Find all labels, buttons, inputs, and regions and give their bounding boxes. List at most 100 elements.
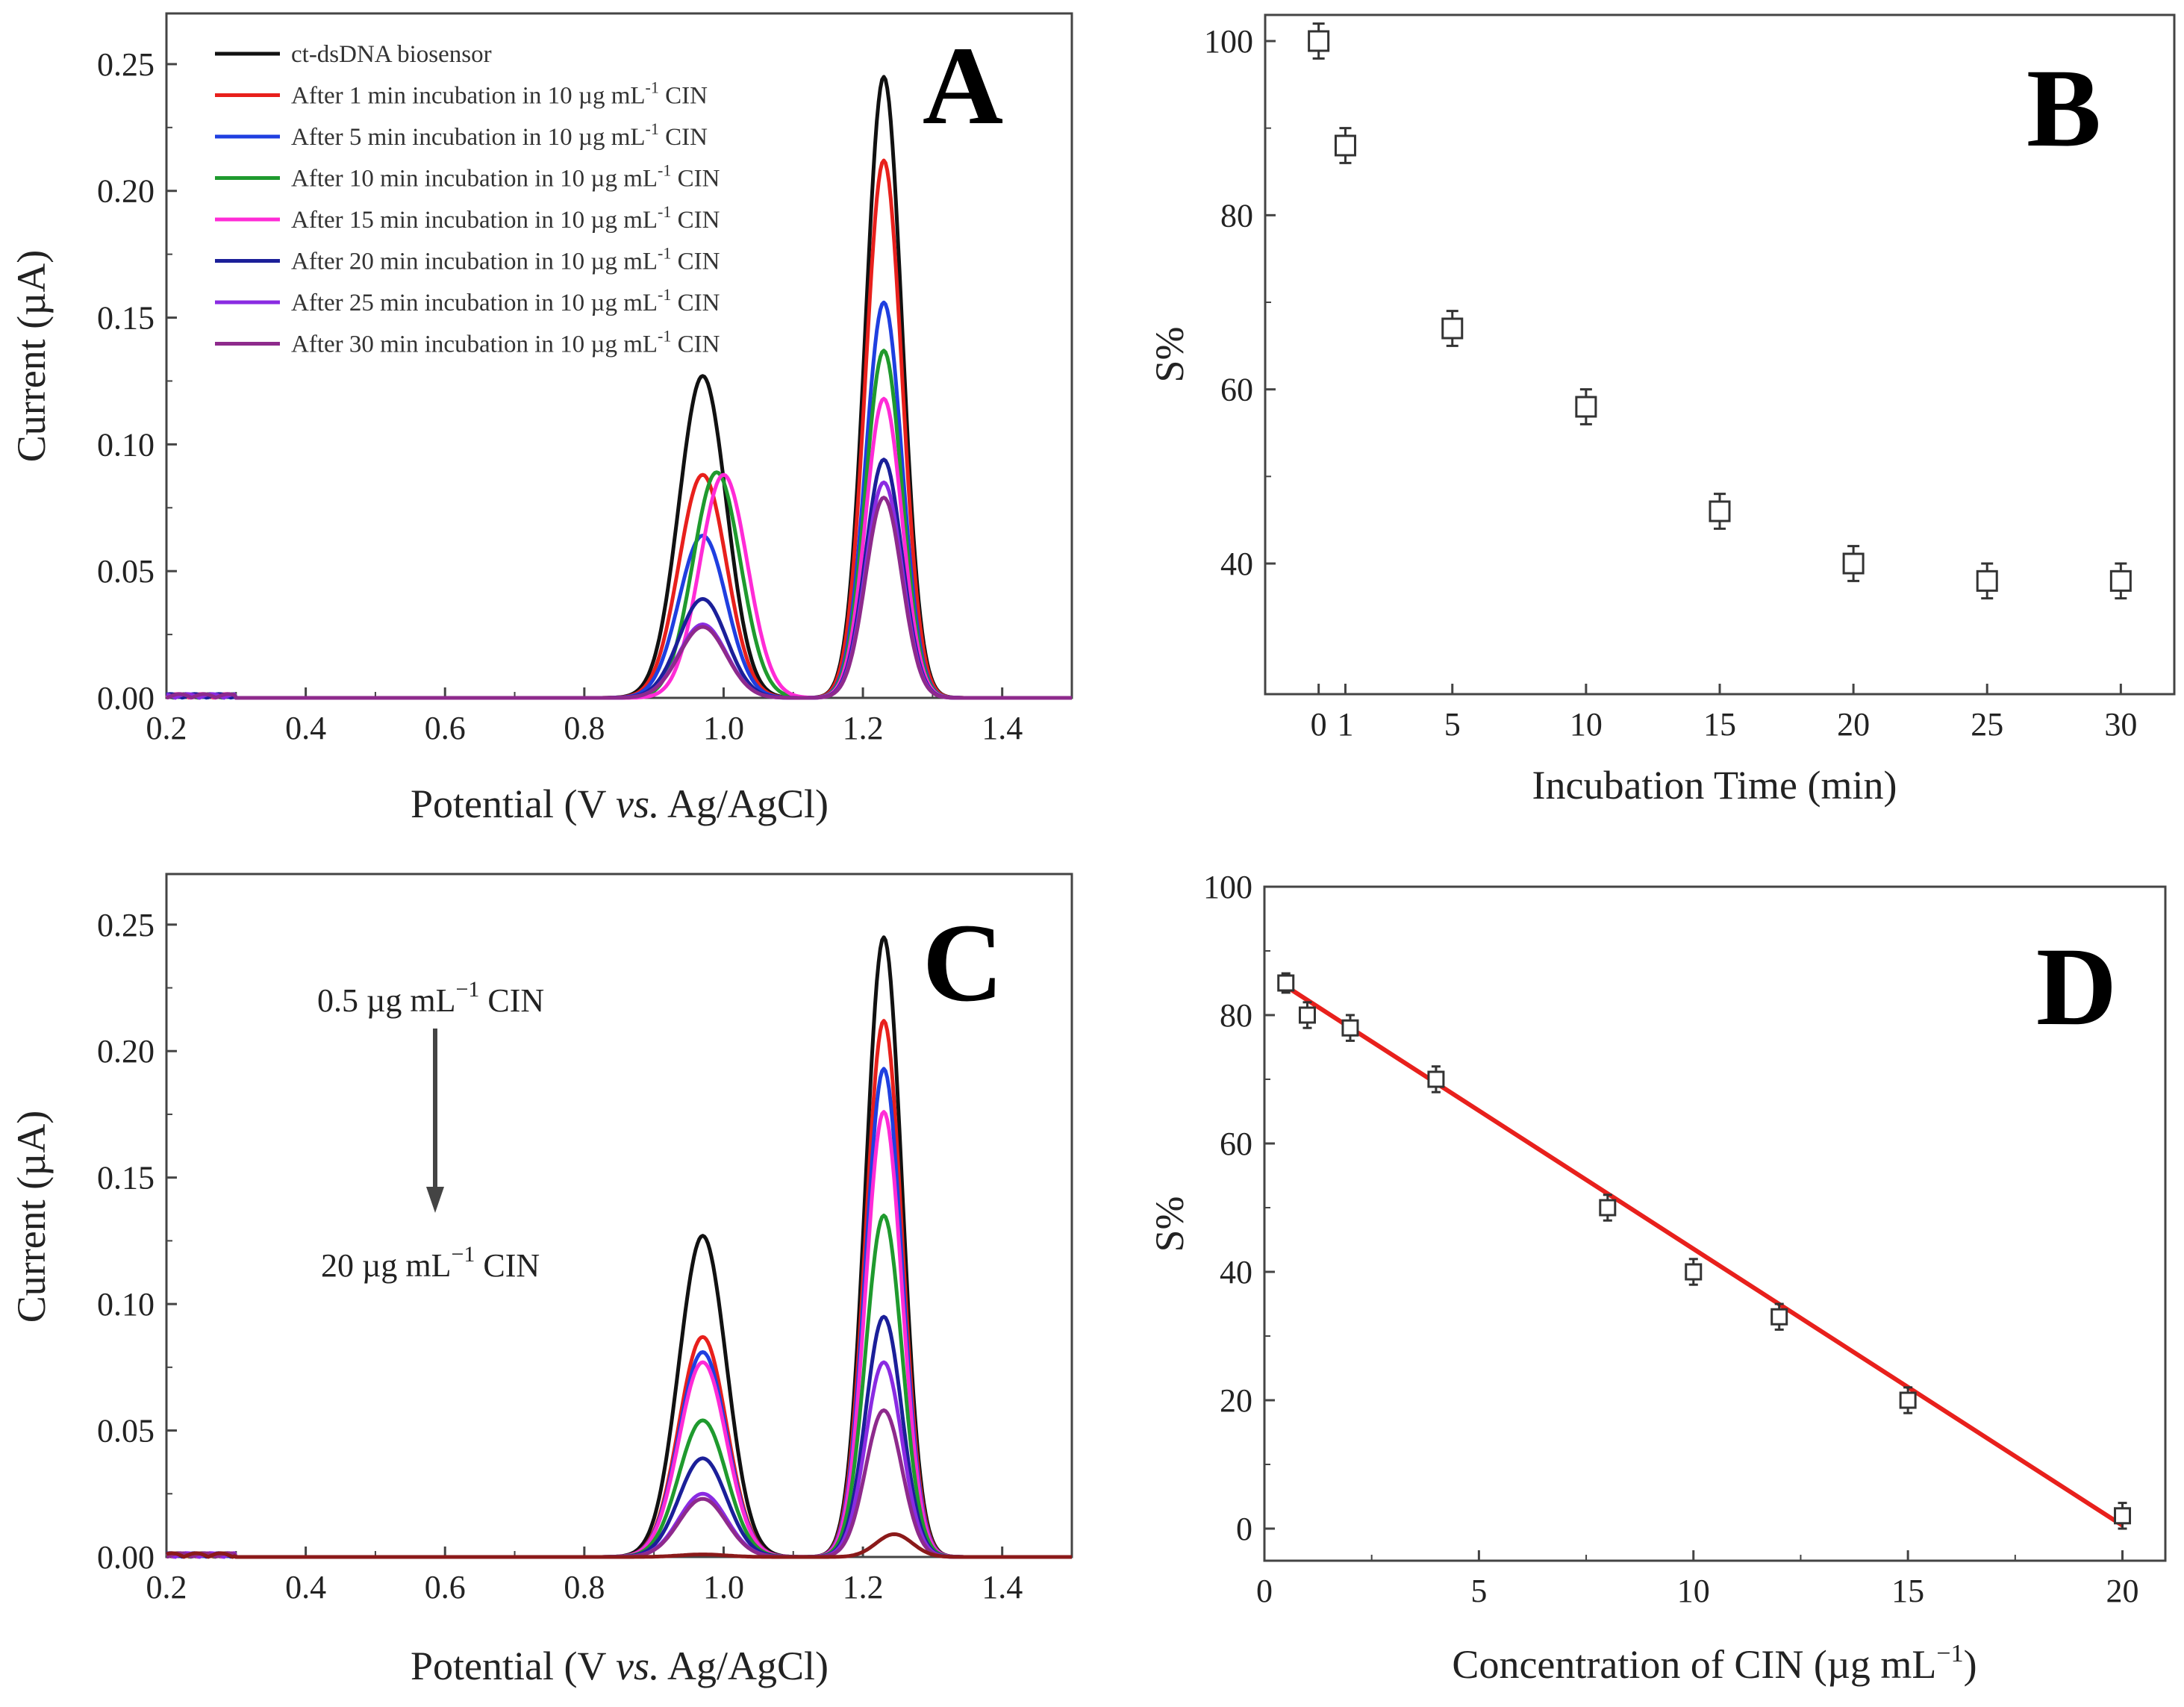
- panel-a-series-line: [165, 396, 1073, 700]
- panel-b-ytick-label: 100: [1204, 23, 1253, 60]
- panel-a-legend-entry: After 20 min incubation in 10 µg mL-1 CI…: [291, 244, 720, 275]
- panel-c-axes: 0.2 0.4 0.6 0.8 1.0 1.2 1.4 0.00 0.05 0.10 0.15 0.2…: [97, 907, 1023, 1605]
- panel-c-ytick-label: 0.00: [97, 1539, 155, 1576]
- panel-d-fit: [1285, 984, 2124, 1528]
- panel-d-xtick-label: 15: [1891, 1573, 1924, 1609]
- panel-d-ytick-label: 80: [1220, 997, 1252, 1034]
- panel-c-xtick-label: 1.4: [982, 1569, 1023, 1605]
- panel-b-ylabel: S%: [1147, 326, 1192, 382]
- panel-a-xtick-label: 1.4: [982, 710, 1023, 746]
- panel-c-ytick-label: 0.25: [97, 907, 155, 943]
- panel-a-xtick-label: 0.2: [146, 710, 187, 746]
- panel-c-xtick-label: 1.0: [703, 1569, 744, 1605]
- panel-c-series-line: [165, 1019, 1073, 1559]
- panel-a-series-line: [165, 158, 1073, 700]
- panel-d-xtick-label: 5: [1470, 1573, 1487, 1609]
- panel-c-xtick-label: 0.2: [146, 1569, 187, 1605]
- panel-d-point: [1899, 1391, 1917, 1409]
- panel-a: 0.2 0.4 0.6 0.8 1.0 1.2 1.4 0.00 0.05 0.10 0.15 0.2…: [9, 12, 1073, 826]
- panel-b-point: [1441, 317, 1464, 340]
- panel-b-ytick-label: 40: [1220, 546, 1253, 582]
- panel-c-series-line: [166, 935, 1073, 1559]
- panel-a-legend-entry: After 30 min incubation in 10 µg mL-1 CI…: [291, 327, 720, 358]
- panel-c-annotation-top: 0.5 µg mL−1 CIN: [317, 977, 544, 1019]
- panel-b-ytick-label: 60: [1220, 372, 1253, 408]
- panel-c-ytick-label: 0.10: [97, 1286, 155, 1323]
- panel-d-axes: 0 5 10 15 20 0 20 40 60 80 100: [1203, 869, 2139, 1609]
- panel-a-xtick-label: 0.8: [564, 710, 605, 746]
- panel-a-legend-entry: After 15 min incubation in 10 µg mL-1 CI…: [291, 202, 720, 234]
- panel-b-point: [1334, 134, 1356, 157]
- panel-c-xtick-label: 0.8: [564, 1569, 605, 1605]
- panel-c-ytick-label: 0.15: [97, 1160, 155, 1196]
- panel-a-axes: 0.2 0.4 0.6 0.8 1.0 1.2 1.4 0.00 0.05 0.10 0.15 0.2…: [97, 46, 1023, 746]
- panel-c-xtick-label: 0.6: [425, 1569, 466, 1605]
- panel-d-point: [2114, 1507, 2132, 1525]
- panel-a-legend-entry: ct-dsDNA biosensor: [291, 41, 492, 68]
- panel-d-point: [1277, 974, 1295, 992]
- panel-b-xtick-label: 30: [2104, 706, 2137, 743]
- panel-a-ytick-label: 0.10: [97, 426, 155, 463]
- panel-a-ylabel: Current (µA): [9, 250, 54, 463]
- panel-d-ylabel: S%: [1147, 1196, 1192, 1252]
- panel-c-series-line: [166, 1110, 1073, 1559]
- panel-a-series-line: [166, 349, 1073, 700]
- panel-b-xtick-label: 0: [1311, 706, 1327, 743]
- panel-b-xtick-label: 10: [1570, 706, 1603, 743]
- panel-c-xtick-label: 0.4: [285, 1569, 326, 1605]
- panel-d-ytick-label: 40: [1220, 1254, 1252, 1291]
- panel-b-point: [1709, 500, 1731, 522]
- panel-b-xtick-label: 25: [1971, 706, 2003, 743]
- panel-c-letter: C: [923, 901, 1003, 1025]
- panel-a-xtick-label: 0.4: [285, 710, 326, 746]
- panel-c-series-line: [166, 1360, 1073, 1559]
- panel-c-ylabel: Current (µA): [9, 1111, 54, 1323]
- panel-d-xtick-label: 10: [1677, 1573, 1710, 1609]
- panel-d-frame: [1263, 885, 2167, 1562]
- panel-b-xlabel: Incubation Time (min): [1532, 763, 1897, 808]
- panel-b-xtick-label: 20: [1837, 706, 1870, 743]
- panel-c-ytick-label: 0.05: [97, 1413, 155, 1449]
- panel-a-ytick-label: 0.00: [97, 680, 155, 717]
- panel-d-xtick-label: 0: [1256, 1573, 1273, 1609]
- panel-a-series-line: [166, 496, 1073, 700]
- panel-a-ytick-label: 0.20: [97, 173, 155, 210]
- panel-d: 0 5 10 15 20 0 20 40 60 80 100 D Concentration of …: [1147, 869, 2167, 1687]
- panel-a-curves: [165, 75, 1073, 700]
- panel-d-ytick-label: 0: [1236, 1511, 1252, 1547]
- panel-b-point: [1976, 569, 1998, 592]
- panel-b-point: [1842, 552, 1865, 575]
- panel-c-annotation-bottom: 20 µg mL−1 CIN: [321, 1242, 540, 1284]
- panel-a-xtick-label: 1.0: [703, 710, 744, 746]
- panel-b-xtick-label: 1: [1337, 706, 1353, 743]
- panel-b-point: [1308, 30, 1330, 52]
- panel-b-xtick-label: 5: [1444, 706, 1461, 743]
- panel-a-xtick-label: 1.2: [843, 710, 884, 746]
- panel-a-xlabel: Potential (V vs. Ag/AgCl): [411, 781, 829, 826]
- panel-d-point: [1427, 1070, 1445, 1088]
- panel-a-legend-entry: After 1 min incubation in 10 µg mL-1 CIN: [291, 78, 708, 110]
- panel-a-legend-entry: After 10 min incubation in 10 µg mL-1 CI…: [291, 161, 720, 193]
- panel-a-series-line: [166, 300, 1073, 700]
- panel-a-legend-entry: After 5 min incubation in 10 µg mL-1 CIN: [291, 119, 708, 151]
- panel-d-ytick-label: 20: [1220, 1382, 1252, 1419]
- panel-b-points: [1308, 22, 2132, 600]
- panel-d-ytick-label: 100: [1203, 869, 1252, 905]
- panel-c-series-line: [166, 1532, 1073, 1559]
- panel-c-arrow-head: [426, 1187, 444, 1213]
- panel-b-xtick-label: 15: [1703, 706, 1736, 743]
- panel-b-letter: B: [2027, 46, 2101, 170]
- panel-b-point: [1575, 396, 1597, 418]
- panel-d-point: [1341, 1019, 1359, 1037]
- panel-a-legend-entry: After 25 min incubation in 10 µg mL-1 CI…: [291, 285, 720, 316]
- panel-c-series-line: [165, 1214, 1073, 1559]
- panel-d-point: [1685, 1263, 1703, 1281]
- panel-a-legend: ct-dsDNA biosensor After 1 min incubation…: [215, 41, 720, 358]
- panel-a-series-line: [166, 458, 1073, 700]
- panel-d-point: [1298, 1006, 1316, 1024]
- panel-a-ytick-label: 0.05: [97, 553, 155, 590]
- panel-c: 0.2 0.4 0.6 0.8 1.0 1.2 1.4 0.00 0.05 0.10 0.15 0.2…: [9, 873, 1073, 1688]
